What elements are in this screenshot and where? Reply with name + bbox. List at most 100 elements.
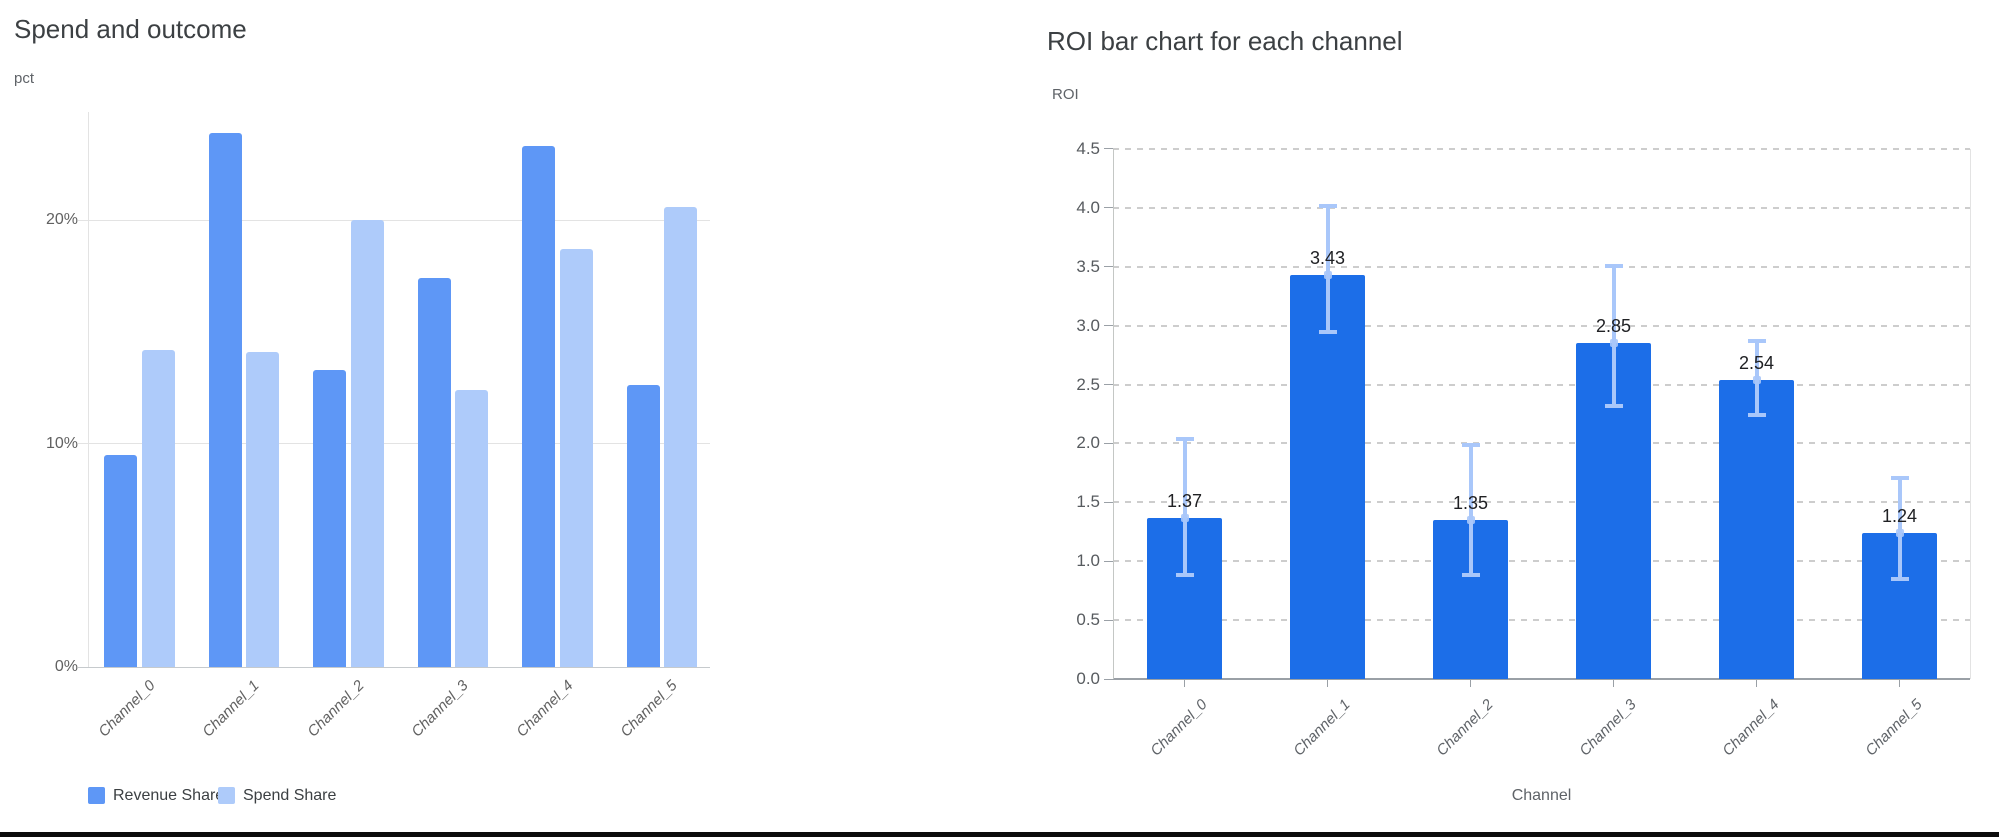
- error-bar-cap: [1318, 329, 1337, 334]
- gridline: [1113, 501, 1970, 504]
- y-tick-label: 0.0: [1076, 669, 1100, 688]
- x-tick-mark: [1184, 679, 1185, 687]
- window-bottom-border: [0, 832, 1999, 837]
- y-tick-label: 2.0: [1076, 433, 1100, 453]
- bar-revenue_share-channel_0[interactable]: [104, 454, 137, 667]
- value-label: 1.24: [1881, 505, 1918, 526]
- plot-right-border: [1970, 149, 1971, 679]
- x-category-label: Channel_0: [1147, 696, 1211, 760]
- bar-spend_share-channel_2[interactable]: [350, 220, 384, 667]
- error-bar-marker: [1752, 375, 1761, 384]
- error-bar-cap: [1175, 436, 1194, 441]
- gridline: [88, 443, 710, 444]
- legend-swatch: [88, 787, 105, 804]
- chart-title: ROI bar chart for each channel: [1047, 26, 1403, 56]
- bar-roi-channel_1[interactable]: [1290, 275, 1365, 679]
- y-tick-label: 20%: [45, 211, 78, 228]
- y-tick-mark: [1104, 560, 1113, 562]
- value-label: 2.54: [1738, 352, 1775, 373]
- bar-spend_share-channel_3[interactable]: [455, 389, 488, 667]
- bar-revenue_share-channel_4[interactable]: [522, 146, 555, 667]
- error-bar-cap: [1175, 573, 1194, 578]
- y-tick-mark: [78, 219, 88, 221]
- value-label: 2.85: [1595, 316, 1632, 337]
- y-tick-mark: [1104, 501, 1113, 503]
- gridline: [88, 666, 710, 668]
- legend-swatch: [218, 787, 235, 804]
- x-tick-mark: [1470, 679, 1471, 687]
- y-axis-line: [1113, 149, 1114, 679]
- error-bar: [1611, 265, 1616, 406]
- y-tick-mark: [1104, 442, 1113, 444]
- baseline: [1113, 678, 1970, 680]
- y-tick-label: 3.0: [1076, 315, 1100, 335]
- bar-revenue_share-channel_3[interactable]: [417, 278, 451, 667]
- bar-spend_share-channel_4[interactable]: [559, 249, 593, 667]
- y-tick-mark: [1104, 619, 1113, 621]
- y-axis-title: ROI: [1052, 86, 1079, 103]
- bar-roi-channel_4[interactable]: [1719, 379, 1794, 679]
- error-bar-cap: [1604, 403, 1623, 408]
- x-category-label: Channel_5: [1862, 696, 1926, 760]
- error-bar-cap: [1747, 413, 1766, 418]
- error-bar-cap: [1461, 573, 1480, 578]
- x-tick-mark: [1899, 679, 1900, 687]
- value-label: 1.37: [1166, 490, 1203, 511]
- error-bar-cap: [1890, 576, 1909, 581]
- error-bar: [1468, 444, 1473, 576]
- error-bar-marker: [1895, 528, 1904, 537]
- error-bar-cap: [1890, 475, 1909, 480]
- x-tick-mark: [1613, 679, 1614, 687]
- x-tick-mark: [1756, 679, 1757, 687]
- x-category-label: Channel_3: [1576, 696, 1640, 760]
- y-tick-label: 1.5: [1076, 492, 1100, 512]
- gridline: [1113, 383, 1970, 386]
- gridline: [1113, 147, 1970, 150]
- bar-spend_share-channel_1[interactable]: [246, 351, 279, 667]
- y-tick-mark: [1104, 384, 1113, 386]
- legend-label: Revenue Share: [113, 787, 225, 804]
- error-bar-marker: [1466, 515, 1475, 524]
- bar-revenue_share-channel_1[interactable]: [208, 132, 242, 667]
- y-tick-label: 2.5: [1076, 374, 1100, 394]
- y-tick-label: 10%: [45, 434, 78, 452]
- legend-label: Spend Share: [243, 787, 337, 804]
- value-label: 3.43: [1309, 248, 1346, 268]
- error-bar-marker: [1609, 339, 1618, 348]
- y-tick-mark: [1104, 207, 1113, 209]
- y-tick-mark: [1104, 678, 1113, 680]
- y-tick-label: 1.0: [1076, 551, 1100, 571]
- x-category-label: Channel_4: [1719, 696, 1783, 760]
- error-bar: [1325, 205, 1330, 332]
- error-bar-marker: [1323, 271, 1332, 279]
- error-bar: [1182, 438, 1187, 576]
- gridline: [1113, 324, 1970, 327]
- y-tick-label: 0%: [54, 658, 78, 675]
- error-bar-cap: [1604, 263, 1623, 268]
- x-tick-mark: [1327, 679, 1328, 687]
- error-bar-marker: [1180, 513, 1189, 522]
- bar-revenue_share-channel_2[interactable]: [313, 369, 346, 667]
- y-axis-title: pct: [14, 70, 35, 87]
- chart-title: Spend and outcome: [14, 14, 247, 44]
- bar-spend_share-channel_0[interactable]: [141, 349, 175, 667]
- y-tick-label: 3.5: [1076, 256, 1100, 276]
- gridline: [1113, 265, 1970, 268]
- gridline: [88, 219, 710, 221]
- y-tick-label: 0.5: [1076, 610, 1100, 630]
- gridline: [1113, 442, 1970, 445]
- bar-revenue_share-channel_5[interactable]: [626, 385, 660, 667]
- x-axis-title: Channel: [1511, 787, 1572, 804]
- bar-spend_share-channel_5[interactable]: [664, 206, 697, 667]
- gridline: [1113, 560, 1970, 563]
- error-bar-cap: [1747, 338, 1766, 343]
- error-bar-cap: [1461, 442, 1480, 447]
- y-tick-mark: [1104, 325, 1113, 327]
- y-axis-line: [88, 112, 89, 667]
- value-label: 1.35: [1452, 492, 1489, 513]
- y-tick-label: 4.5: [1076, 138, 1100, 158]
- y-tick-mark: [1104, 266, 1113, 268]
